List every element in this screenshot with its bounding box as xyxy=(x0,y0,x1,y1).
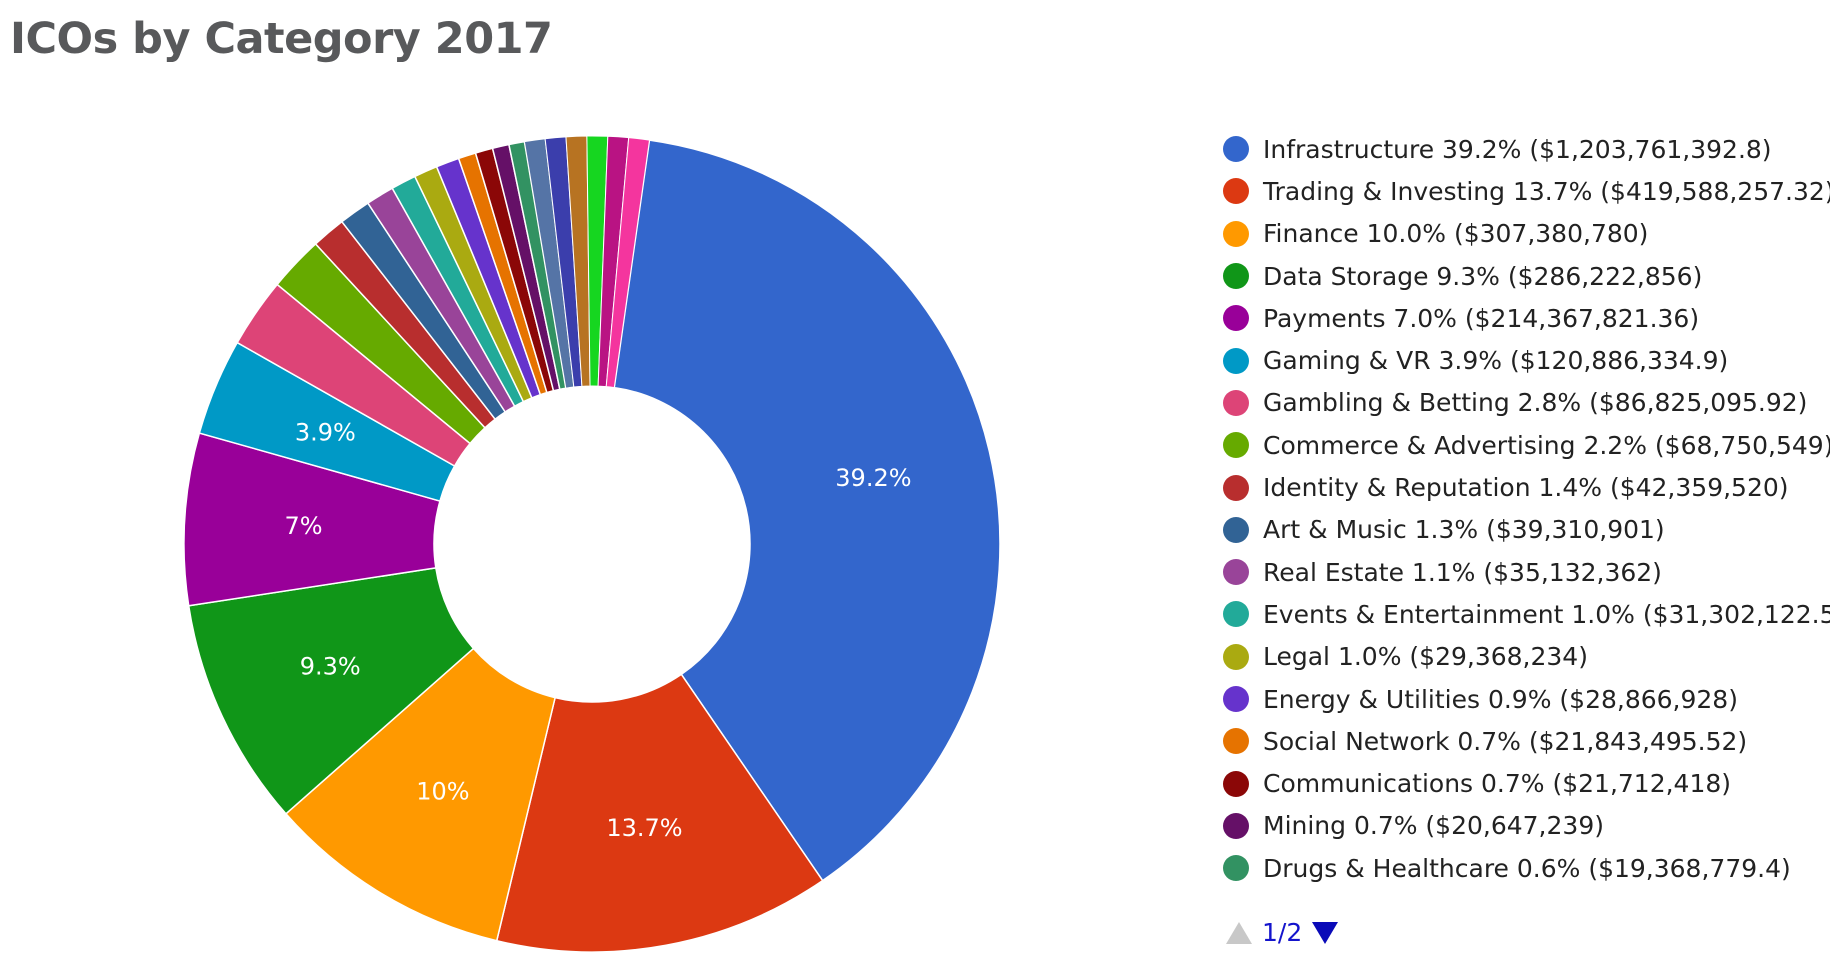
legend-label: Mining 0.7% ($20,647,239) xyxy=(1263,811,1604,841)
legend-item-infrastructure[interactable]: Infrastructure 39.2% ($1,203,761,392.8) xyxy=(1223,128,1830,170)
legend-item-commerce-and-advertising[interactable]: Commerce & Advertising 2.2% ($68,750,549… xyxy=(1223,424,1830,466)
legend-label: Legal 1.0% ($29,368,234) xyxy=(1263,642,1588,672)
legend-item-social-network[interactable]: Social Network 0.7% ($21,843,495.52) xyxy=(1223,720,1830,762)
slice-label-payments: 7% xyxy=(285,512,323,540)
slice-label-data-storage: 9.3% xyxy=(300,652,361,680)
legend-label: Finance 10.0% ($307,380,780) xyxy=(1263,219,1649,249)
slice-label-gaming-and-vr: 3.9% xyxy=(295,419,356,447)
legend-item-energy-and-utilities[interactable]: Energy & Utilities 0.9% ($28,866,928) xyxy=(1223,678,1830,720)
legend-swatch xyxy=(1223,347,1249,374)
legend-label: Infrastructure 39.2% ($1,203,761,392.8) xyxy=(1263,134,1772,164)
legend-item-mining[interactable]: Mining 0.7% ($20,647,239) xyxy=(1223,805,1830,847)
legend-item-identity-and-reputation[interactable]: Identity & Reputation 1.4% ($42,359,520) xyxy=(1223,466,1830,508)
previous-page-arrow-icon xyxy=(1226,921,1252,944)
legend-swatch xyxy=(1223,305,1249,332)
slice-trading-and-investing[interactable] xyxy=(495,673,824,953)
legend-label: Data Storage 9.3% ($286,222,856) xyxy=(1263,261,1703,291)
slice-infrastructure[interactable] xyxy=(613,139,1001,882)
slice-finance[interactable] xyxy=(284,647,557,942)
slice-other-6[interactable] xyxy=(605,137,651,389)
legend-swatch xyxy=(1223,432,1249,459)
legend-label: Commerce & Advertising 2.2% ($68,750,549… xyxy=(1263,430,1830,460)
legend-label: Energy & Utilities 0.9% ($28,866,928) xyxy=(1263,684,1738,714)
chart-legend: Infrastructure 39.2% ($1,203,761,392.8) T… xyxy=(1223,128,1830,889)
legend-swatch xyxy=(1223,643,1249,670)
legend-swatch xyxy=(1223,389,1249,416)
slice-data-storage[interactable] xyxy=(187,567,475,815)
slice-label-finance: 10% xyxy=(416,778,469,806)
legend-label: Social Network 0.7% ($21,843,495.52) xyxy=(1263,726,1748,756)
legend-item-trading-and-investing[interactable]: Trading & Investing 13.7% ($419,588,257.… xyxy=(1223,170,1830,212)
legend-swatch xyxy=(1223,220,1249,247)
legend-swatch xyxy=(1223,601,1249,628)
legend-label: Real Estate 1.1% ($35,132,362) xyxy=(1263,557,1662,587)
next-page-arrow-icon[interactable] xyxy=(1312,921,1339,944)
legend-swatch xyxy=(1223,178,1249,205)
slice-label-infrastructure: 39.2% xyxy=(835,464,911,492)
slice-label-trading-and-investing: 13.7% xyxy=(606,814,682,842)
legend-label: Gaming & VR 3.9% ($120,886,334.9) xyxy=(1263,346,1729,376)
legend-item-art-and-music[interactable]: Art & Music 1.3% ($39,310,901) xyxy=(1223,509,1830,551)
legend-label: Trading & Investing 13.7% ($419,588,257.… xyxy=(1263,176,1830,206)
legend-label: Drugs & Healthcare 0.6% ($19,368,779.4) xyxy=(1263,853,1791,883)
legend-pager: 1/2 xyxy=(1226,918,1339,947)
legend-swatch xyxy=(1223,728,1249,755)
legend-label: Events & Entertainment 1.0% ($31,302,122… xyxy=(1263,599,1830,629)
legend-swatch xyxy=(1223,474,1249,501)
legend-label: Communications 0.7% ($21,712,418) xyxy=(1263,769,1732,799)
legend-swatch xyxy=(1223,770,1249,797)
legend-item-drugs-and-healthcare[interactable]: Drugs & Healthcare 0.6% ($19,368,779.4) xyxy=(1223,847,1830,889)
legend-label: Gambling & Betting 2.8% ($86,825,095.92) xyxy=(1263,388,1808,418)
legend-item-events-and-entertainment[interactable]: Events & Entertainment 1.0% ($31,302,122… xyxy=(1223,593,1830,635)
legend-label: Payments 7.0% ($214,367,821.36) xyxy=(1263,303,1700,333)
legend-swatch xyxy=(1223,136,1249,163)
legend-swatch xyxy=(1223,855,1249,882)
page-indicator: 1/2 xyxy=(1262,918,1303,947)
legend-item-real-estate[interactable]: Real Estate 1.1% ($35,132,362) xyxy=(1223,551,1830,593)
legend-item-gambling-and-betting[interactable]: Gambling & Betting 2.8% ($86,825,095.92) xyxy=(1223,382,1830,424)
legend-item-payments[interactable]: Payments 7.0% ($214,367,821.36) xyxy=(1223,297,1830,339)
legend-item-communications[interactable]: Communications 0.7% ($21,712,418) xyxy=(1223,762,1830,804)
legend-label: Art & Music 1.3% ($39,310,901) xyxy=(1263,515,1665,545)
legend-item-data-storage[interactable]: Data Storage 9.3% ($286,222,856) xyxy=(1223,255,1830,297)
legend-swatch xyxy=(1223,263,1249,290)
legend-swatch xyxy=(1223,812,1249,839)
legend-item-legal[interactable]: Legal 1.0% ($29,368,234) xyxy=(1223,636,1830,678)
legend-label: Identity & Reputation 1.4% ($42,359,520) xyxy=(1263,473,1789,503)
legend-item-finance[interactable]: Finance 10.0% ($307,380,780) xyxy=(1223,213,1830,255)
legend-swatch xyxy=(1223,559,1249,586)
chart-title: ICOs by Category 2017 xyxy=(10,14,553,64)
legend-item-gaming-and-vr[interactable]: Gaming & VR 3.9% ($120,886,334.9) xyxy=(1223,339,1830,381)
legend-swatch xyxy=(1223,516,1249,543)
legend-swatch xyxy=(1223,686,1249,712)
